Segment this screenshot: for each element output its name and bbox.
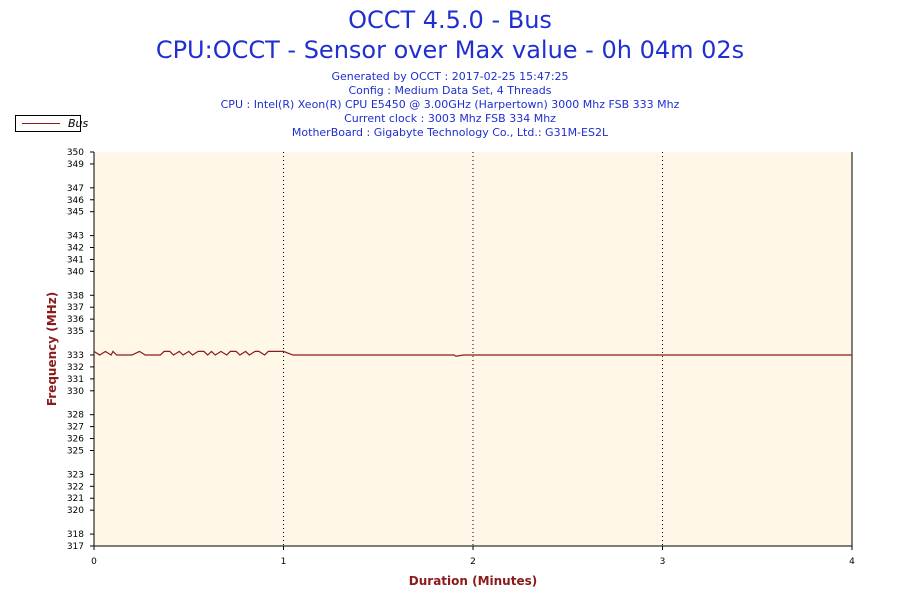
legend-swatch-bus [22, 123, 60, 124]
y-tick-label: 346 [67, 196, 84, 206]
x-tick-label: 0 [91, 557, 97, 567]
chart-legend: Bus [15, 115, 88, 132]
x-tick-label: 4 [849, 557, 855, 567]
axis-layer: 3173183203213223233253263273283303313323… [67, 148, 855, 567]
y-tick-label: 330 [67, 387, 84, 397]
y-tick-label: 337 [67, 303, 84, 313]
y-tick-label: 341 [67, 255, 84, 265]
y-tick-label: 338 [67, 291, 84, 301]
y-tick-label: 331 [67, 375, 84, 385]
y-tick-label: 326 [67, 435, 84, 445]
chart-subtitle: CPU:OCCT - Sensor over Max value - 0h 04… [155, 36, 745, 64]
x-tick-label: 3 [660, 557, 666, 567]
x-tick-label: 2 [470, 557, 476, 567]
y-tick-label: 343 [67, 232, 84, 242]
y-tick-label: 349 [67, 160, 84, 170]
y-axis-title: Frequency (MHz) [45, 292, 59, 406]
y-tick-label: 335 [67, 327, 84, 337]
grid-layer [283, 152, 663, 546]
y-tick-label: 332 [67, 363, 84, 373]
chart-title: OCCT 4.5.0 - Bus [348, 6, 552, 34]
y-tick-label: 327 [67, 423, 84, 433]
info-generated: Generated by OCCT : 2017-02-25 15:47:25 [331, 70, 569, 83]
y-tick-label: 342 [67, 244, 84, 254]
series-line-bus [93, 350, 852, 357]
y-tick-label: 325 [67, 446, 84, 456]
y-tick-label: 333 [67, 351, 84, 361]
y-tick-label: 321 [67, 494, 84, 504]
y-tick-label: 345 [67, 208, 84, 218]
legend-label-bus: Bus [68, 117, 89, 130]
y-tick-label: 317 [67, 542, 84, 552]
y-tick-label: 328 [67, 411, 84, 421]
series-layer [93, 350, 852, 357]
y-tick-label: 323 [67, 470, 84, 480]
y-tick-label: 350 [67, 148, 84, 158]
y-tick-label: 347 [67, 184, 84, 194]
info-config: Config : Medium Data Set, 4 Threads [348, 84, 552, 97]
y-tick-label: 340 [67, 267, 84, 277]
y-tick-label: 318 [67, 530, 84, 540]
info-motherboard: MotherBoard : Gigabyte Technology Co., L… [291, 126, 609, 139]
x-tick-label: 1 [281, 557, 287, 567]
x-axis-title: Duration (Minutes) [409, 574, 537, 588]
y-tick-label: 336 [67, 315, 84, 325]
y-tick-label: 322 [67, 482, 84, 492]
y-tick-label: 320 [67, 506, 84, 516]
info-current-clock: Current clock : 3003 Mhz FSB 334 Mhz [344, 112, 556, 125]
info-cpu: CPU : Intel(R) Xeon(R) CPU E5450 @ 3.00G… [220, 98, 680, 111]
